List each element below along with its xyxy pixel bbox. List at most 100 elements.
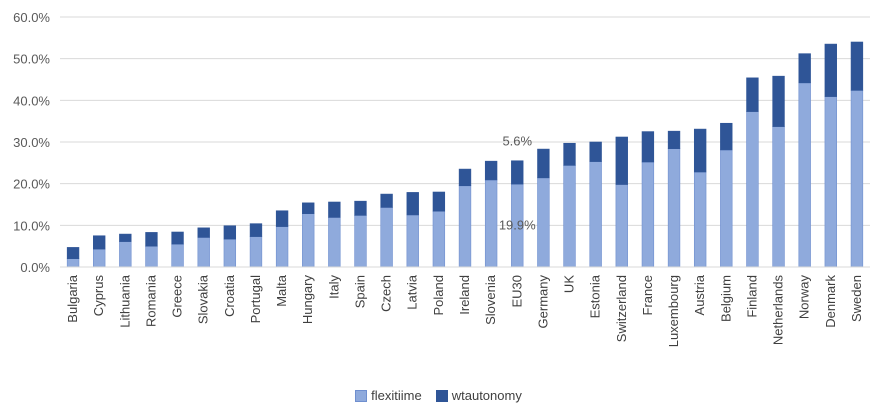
bar-wtautonomy-eu30 [511, 160, 524, 185]
bar-wtautonomy-luxembourg [667, 130, 681, 149]
x-tick-label-cyprus: Cyprus [91, 275, 106, 317]
x-tick-label-norway: Norway [797, 275, 812, 320]
bar-wtautonomy-lithuania [119, 233, 132, 242]
bar-wtautonomy-denmark [824, 43, 837, 97]
bar-flexitiime-spain [354, 215, 367, 268]
bar-flexitiime-estonia [589, 161, 602, 268]
bar-flexitiime-austria [693, 171, 707, 268]
bar-wtautonomy-slovenia [484, 160, 498, 181]
bar-flexitiime-romania [145, 245, 158, 268]
x-tick-label-netherlands: Netherlands [771, 275, 786, 346]
x-tick-label-eu30: EU30 [509, 275, 524, 308]
x-tick-label-malta: Malta [274, 274, 289, 307]
x-tick-label-romania: Romania [143, 274, 158, 327]
x-tick-label-italy: Italy [326, 275, 341, 299]
bar-wtautonomy-belgium [720, 122, 733, 151]
bar-flexitiime-switzerland [615, 184, 628, 268]
x-tick-label-uk: UK [562, 275, 577, 293]
bar-flexitiime-croatia [223, 238, 237, 268]
x-tick-label-latvia: Latvia [405, 274, 420, 309]
x-tick-label-portugal: Portugal [248, 275, 263, 324]
x-tick-label-greece: Greece [170, 275, 185, 318]
bar-flexitiime-portugal [249, 236, 263, 268]
bar-wtautonomy-estonia [589, 141, 602, 162]
bar-flexitiime-greece [171, 243, 184, 268]
x-tick-label-bulgaria: Bulgaria [65, 274, 80, 322]
y-tick-label: 60.0% [13, 10, 50, 25]
x-tick-label-slovakia: Slovakia [196, 274, 211, 324]
legend-swatch-wtautonomy [435, 389, 448, 402]
bar-flexitiime-norway [798, 82, 811, 268]
legend: flexitiime wtautonomy [0, 388, 877, 403]
bar-flexitiime-slovenia [484, 179, 498, 268]
bar-wtautonomy-germany [537, 148, 550, 179]
legend-swatch-flexitiime [355, 389, 368, 402]
bars [66, 41, 864, 268]
x-tick-label-estonia: Estonia [588, 274, 603, 318]
bar-flexitiime-belgium [720, 149, 733, 268]
bar-wtautonomy-norway [798, 53, 811, 84]
bar-flexitiime-italy [328, 217, 341, 268]
bar-wtautonomy-romania [145, 232, 158, 247]
y-tick-label: 10.0% [13, 218, 50, 233]
bar-wtautonomy-sweden [850, 41, 864, 91]
y-tick-label: 30.0% [13, 135, 50, 150]
bar-wtautonomy-france [641, 131, 655, 163]
y-tick-label: 50.0% [13, 52, 50, 67]
x-tick-label-france: France [640, 275, 655, 315]
bar-wtautonomy-hungary [302, 202, 315, 214]
x-tick-label-switzerland: Switzerland [614, 275, 629, 342]
bar-wtautonomy-cyprus [93, 235, 106, 250]
bar-flexitiime-bulgaria [66, 258, 80, 268]
bar-flexitiime-uk [563, 165, 576, 268]
bar-wtautonomy-italy [328, 201, 341, 218]
bar-flexitiime-sweden [850, 90, 864, 268]
bar-wtautonomy-switzerland [615, 136, 628, 185]
x-tick-label-sweden: Sweden [849, 275, 864, 322]
x-tick-label-poland: Poland [431, 275, 446, 315]
bar-flexitiime-lithuania [119, 241, 132, 268]
bar-flexitiime-latvia [406, 214, 419, 268]
bar-wtautonomy-latvia [406, 192, 419, 216]
bar-flexitiime-czech [380, 207, 393, 268]
bar-flexitiime-slovakia [197, 237, 210, 268]
x-tick-label-denmark: Denmark [823, 275, 838, 328]
gridlines [60, 16, 870, 226]
bar-wtautonomy-greece [171, 231, 184, 245]
bar-flexitiime-netherlands [772, 126, 785, 268]
y-tick-label: 0.0% [20, 260, 50, 275]
legend-label-flexitiime: flexitiime [371, 388, 422, 403]
legend-label-wtautonomy: wtautonomy [451, 388, 522, 403]
x-tick-label-czech: Czech [379, 275, 394, 312]
bar-wtautonomy-bulgaria [66, 247, 80, 259]
bar-flexitiime-luxembourg [667, 148, 681, 268]
annotation-label: 19.9% [499, 218, 536, 233]
x-tick-label-slovenia: Slovenia [483, 274, 498, 325]
legend-item-wtautonomy: wtautonomy [435, 388, 522, 403]
bar-flexitiime-finland [746, 111, 759, 268]
bar-wtautonomy-poland [432, 191, 446, 212]
x-tick-label-lithuania: Lithuania [117, 274, 132, 328]
bar-flexitiime-cyprus [93, 248, 106, 268]
bar-wtautonomy-uk [563, 142, 576, 166]
x-tick-label-finland: Finland [744, 275, 759, 318]
x-tick-label-austria: Austria [692, 274, 707, 315]
x-tick-label-luxembourg: Luxembourg [666, 275, 681, 347]
y-tick-label: 40.0% [13, 93, 50, 108]
legend-item-flexitiime: flexitiime [355, 388, 422, 403]
stacked-bar-chart: 0.0% 10.0% 20.0% 30.0% 40.0% 50.0% 60.0% Bulga… [13, 10, 870, 347]
x-tick-label-germany: Germany [535, 275, 550, 329]
x-tick-label-ireland: Ireland [457, 275, 472, 315]
annotations: 5.6% 19.9% [499, 133, 536, 232]
bar-wtautonomy-malta [275, 210, 289, 227]
x-tick-label-spain: Spain [352, 275, 367, 308]
bar-flexitiime-hungary [302, 213, 315, 268]
x-tick-label-hungary: Hungary [300, 275, 315, 325]
bar-wtautonomy-netherlands [772, 75, 785, 127]
bar-flexitiime-germany [537, 177, 550, 268]
y-tick-label: 20.0% [13, 177, 50, 192]
bar-flexitiime-denmark [824, 96, 837, 268]
bar-flexitiime-malta [275, 226, 289, 268]
bar-flexitiime-france [641, 161, 655, 268]
bar-wtautonomy-czech [380, 193, 393, 208]
